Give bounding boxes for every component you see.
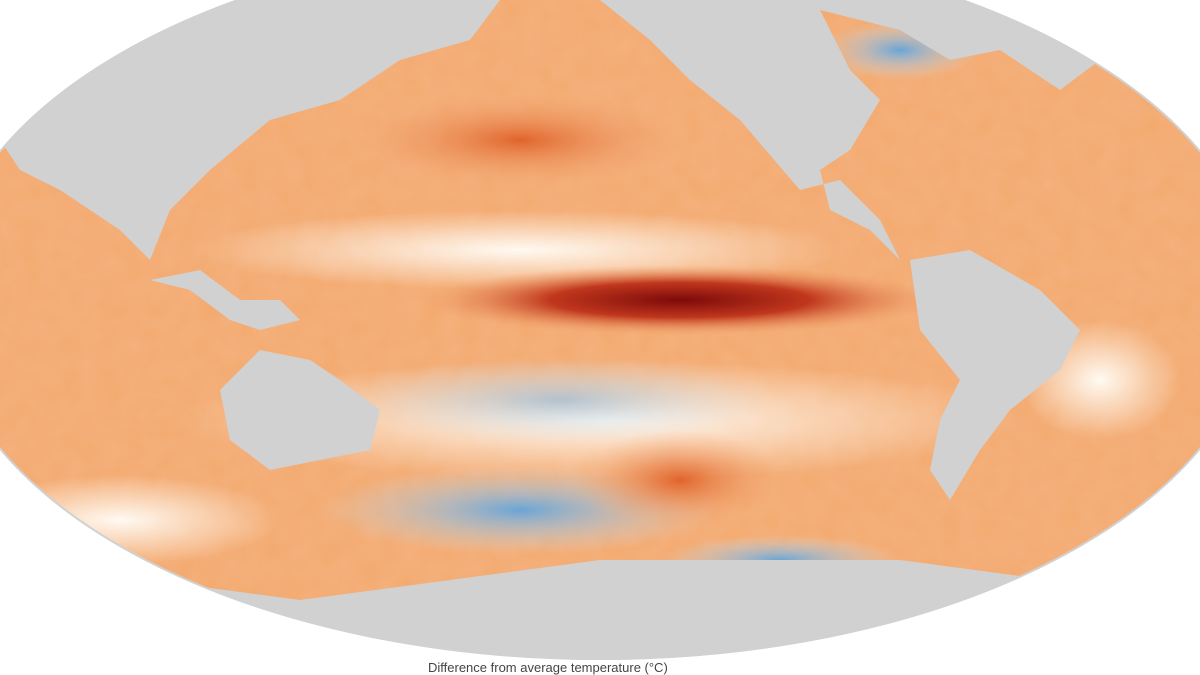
north-america [600,0,1200,260]
southeast-asia-islands [150,270,300,330]
el-nino-warm-tongue [420,265,940,335]
land-layer [0,0,1200,660]
legend-title: Difference from average temperature (°C) [428,660,668,675]
asia-landmass [0,0,500,260]
south-america [910,250,1080,500]
australia [220,350,380,470]
